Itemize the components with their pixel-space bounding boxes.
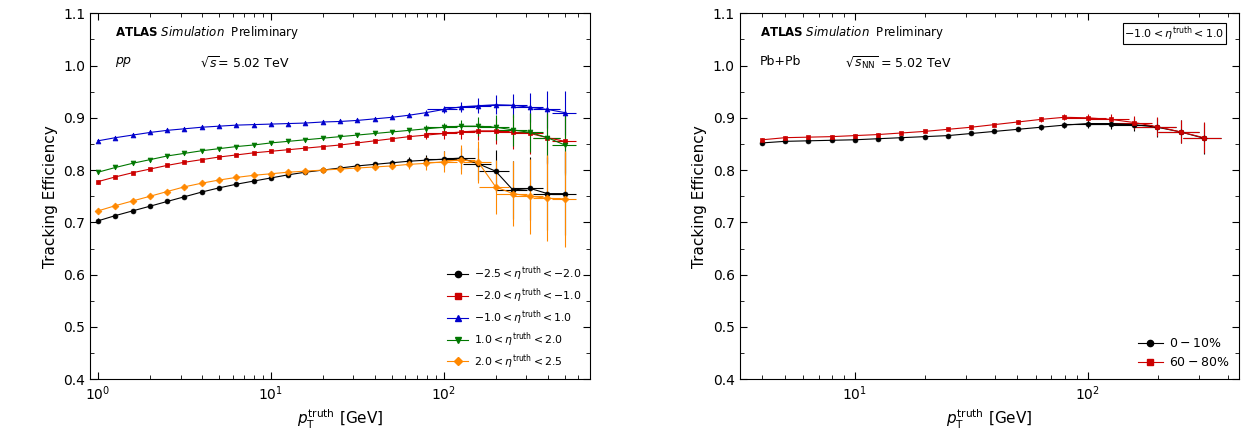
- Text: $\mathbf{ATLAS}$ $\it{Simulation}$  Preliminary: $\mathbf{ATLAS}$ $\it{Simulation}$ Preli…: [760, 24, 944, 41]
- Text: $\sqrt{s_{\mathrm{NN}}}$ = 5.02 TeV: $\sqrt{s_{\mathrm{NN}}}$ = 5.02 TeV: [845, 55, 952, 72]
- Y-axis label: Tracking Efficiency: Tracking Efficiency: [43, 125, 58, 268]
- Legend: $0 - 10\%$, $60 - 80\%$: $0 - 10\%$, $60 - 80\%$: [1134, 333, 1233, 373]
- Text: $\sqrt{s}$= 5.02 TeV: $\sqrt{s}$= 5.02 TeV: [200, 55, 289, 71]
- X-axis label: $p_{\mathrm{T}}^{\mathrm{truth}}$ [GeV]: $p_{\mathrm{T}}^{\mathrm{truth}}$ [GeV]: [297, 408, 383, 431]
- X-axis label: $p_{\mathrm{T}}^{\mathrm{truth}}$ [GeV]: $p_{\mathrm{T}}^{\mathrm{truth}}$ [GeV]: [947, 408, 1033, 431]
- Text: $\mathbf{ATLAS}$ $\it{Simulation}$  Preliminary: $\mathbf{ATLAS}$ $\it{Simulation}$ Preli…: [115, 24, 299, 41]
- Legend: $-2.5 < \eta^{\mathrm{truth}} < -2.0$, $-2.0 < \eta^{\mathrm{truth}} < -1.0$, $-: $-2.5 < \eta^{\mathrm{truth}} < -2.0$, $…: [443, 262, 585, 374]
- Text: $-1.0 < \eta^{\mathrm{truth}} < 1.0$: $-1.0 < \eta^{\mathrm{truth}} < 1.0$: [1124, 24, 1224, 43]
- Text: Pb+Pb: Pb+Pb: [760, 55, 801, 68]
- Text: $pp$: $pp$: [115, 55, 133, 69]
- Y-axis label: Tracking Efficiency: Tracking Efficiency: [692, 125, 707, 268]
